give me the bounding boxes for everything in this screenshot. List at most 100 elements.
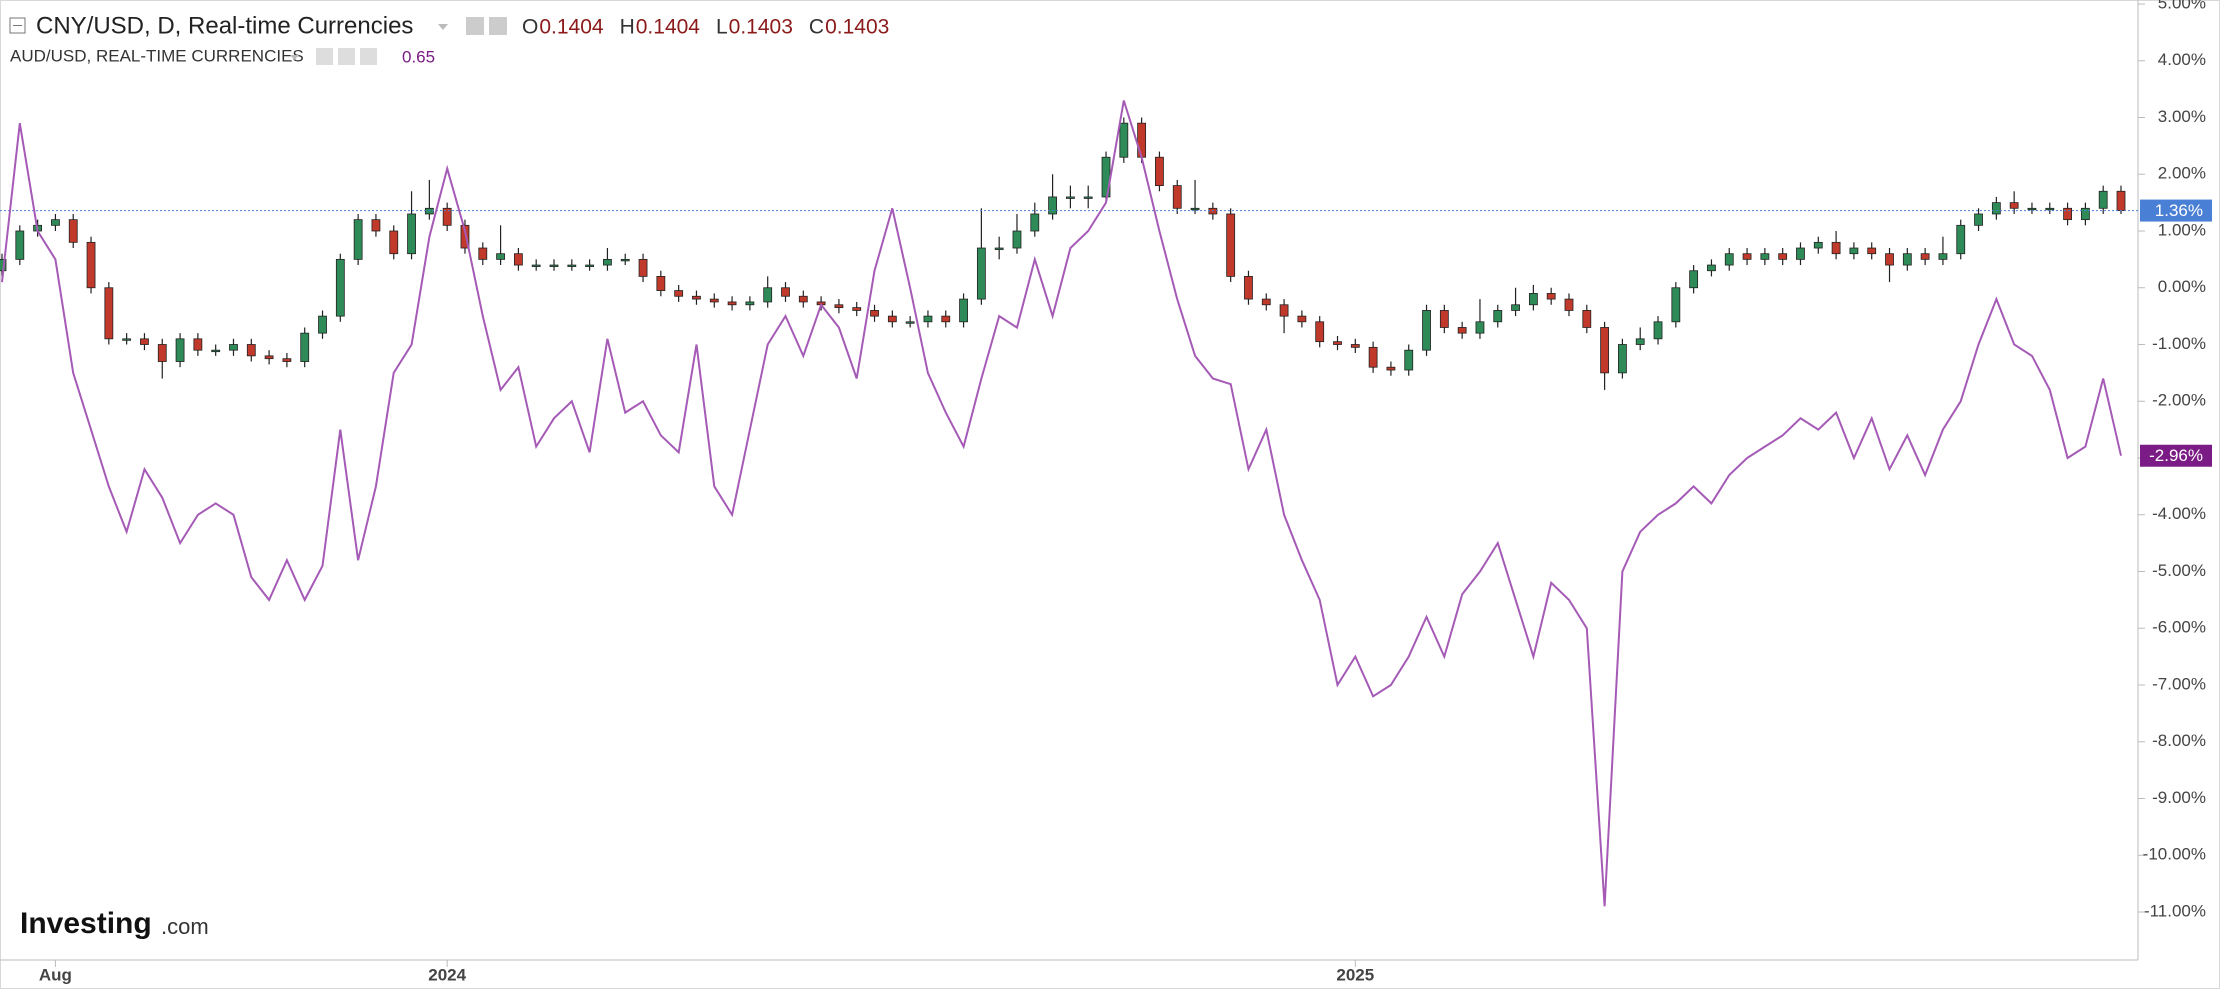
- candle-body: [1938, 253, 1948, 260]
- visibility-icon[interactable]: [316, 48, 333, 65]
- candle-body: [674, 290, 684, 297]
- candle-body: [211, 349, 221, 353]
- candle-body: [122, 338, 132, 341]
- candle-body: [1849, 247, 1859, 255]
- candle-body: [638, 258, 648, 277]
- candle-body: [1226, 213, 1236, 277]
- visibility-icon[interactable]: [466, 17, 484, 35]
- dropdown-arrow[interactable]: [438, 24, 448, 30]
- candle-body: [1902, 253, 1912, 266]
- candle-body: [371, 219, 381, 232]
- candle-body: [1493, 310, 1503, 323]
- candle-body: [157, 344, 167, 362]
- candle-body: [1315, 321, 1325, 343]
- candle-body: [781, 287, 790, 297]
- candle-body: [300, 332, 310, 362]
- candle-body: [1956, 224, 1966, 255]
- y-tick-label: -6.00%: [2152, 618, 2206, 637]
- logo: Investing: [20, 907, 152, 940]
- candle-body: [1386, 366, 1396, 371]
- y-tick-label: -9.00%: [2152, 788, 2206, 807]
- candle-body: [531, 264, 541, 267]
- settings-icon[interactable]: [338, 48, 355, 65]
- x-tick-label: Aug: [39, 965, 72, 984]
- candle-body: [727, 301, 737, 306]
- candle-body: [1974, 213, 1983, 226]
- line-series: [1, 100, 2122, 907]
- candle-body: [870, 310, 879, 317]
- candle-body: [656, 275, 666, 291]
- candle-body: [246, 344, 256, 357]
- candle-body: [1083, 196, 1093, 199]
- candle-body: [976, 247, 986, 300]
- compare-series-title: AUD/USD, REAL-TIME CURRENCIES: [10, 46, 304, 65]
- y-tick-label: -2.00%: [2152, 391, 2206, 410]
- candle-body: [834, 304, 844, 309]
- y-tick-label: 5.00%: [2158, 0, 2206, 12]
- candle-body: [905, 321, 915, 324]
- candle-body: [2080, 207, 2090, 221]
- candle-body: [2009, 202, 2019, 209]
- candle-body: [1831, 241, 1841, 255]
- candle-body: [941, 315, 951, 323]
- candle-body: [745, 301, 755, 306]
- y-tick-label: -1.00%: [2152, 334, 2206, 353]
- candle-body: [1724, 253, 1734, 266]
- candle-body: [1066, 196, 1075, 199]
- main-series-title: CNY/USD, D, Real-time Currencies: [36, 12, 413, 39]
- candle-body: [496, 253, 505, 260]
- candle-body: [86, 241, 96, 289]
- candle-body: [620, 258, 630, 262]
- candle-body: [1137, 122, 1147, 158]
- candle-body: [1618, 344, 1627, 374]
- candle-body: [1422, 310, 1431, 351]
- candle-body: [442, 207, 452, 226]
- candle-body: [104, 287, 114, 340]
- ohlc-value: 0.1403: [825, 16, 889, 39]
- ohlc-key: L: [716, 16, 728, 39]
- last-value-label: -2.96%: [2149, 446, 2203, 465]
- settings-icon[interactable]: [489, 17, 507, 35]
- dropdown-arrow[interactable]: [290, 55, 299, 60]
- candle-body: [407, 213, 416, 255]
- candle-body: [1333, 341, 1342, 345]
- candle-body: [1404, 349, 1414, 371]
- candle-body: [353, 219, 363, 260]
- candle-body: [1778, 253, 1788, 260]
- candle-body: [1297, 315, 1307, 323]
- candle-body: [1760, 253, 1770, 260]
- compare-value: 0.65: [402, 47, 435, 66]
- candle-body: [389, 230, 399, 255]
- candle-body: [1671, 287, 1681, 323]
- candle-body: [1689, 270, 1699, 289]
- candle-body: [1475, 321, 1485, 334]
- candle-body: [1742, 253, 1752, 260]
- candle-body: [229, 344, 238, 351]
- y-tick-label: -8.00%: [2152, 731, 2206, 750]
- candle-body: [1261, 298, 1271, 306]
- candle-body: [193, 338, 203, 351]
- last-value-label: 1.36%: [2155, 201, 2203, 220]
- candle-body: [852, 307, 862, 311]
- candle-body: [15, 230, 25, 260]
- ohlc-key: H: [620, 16, 635, 39]
- y-tick-label: -4.00%: [2152, 504, 2206, 523]
- ohlc-value: 0.1404: [539, 16, 604, 39]
- candle-body: [1635, 338, 1645, 345]
- candle-body: [2045, 207, 2055, 211]
- remove-icon[interactable]: [360, 48, 377, 65]
- candle-body: [1208, 207, 1218, 215]
- candle-body: [709, 298, 719, 303]
- candle-body: [1813, 241, 1823, 249]
- ohlc-value: 0.1404: [636, 16, 701, 39]
- candle-body: [1244, 275, 1253, 300]
- x-tick-label: 2025: [1336, 965, 1374, 984]
- candle-body: [1030, 213, 1040, 232]
- candle-body: [549, 264, 559, 267]
- candle-body: [175, 338, 185, 362]
- ohlc-key: O: [522, 16, 538, 39]
- candle-body: [2098, 190, 2108, 209]
- candle-body: [1653, 321, 1663, 340]
- last-value-tag: [2140, 444, 2212, 467]
